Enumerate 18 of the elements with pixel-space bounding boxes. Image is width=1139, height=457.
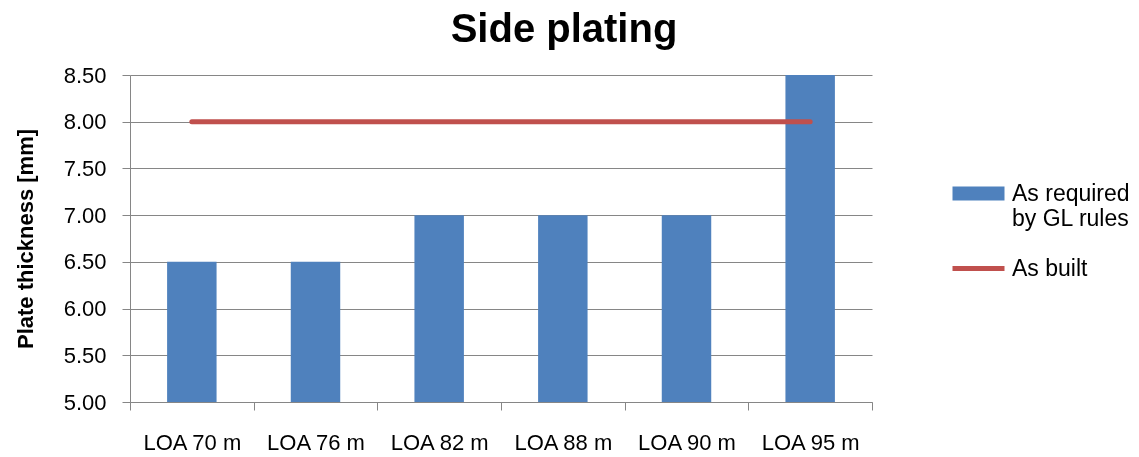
x-tick-label: LOA 76 m xyxy=(267,429,365,455)
y-tick-label: 7.50 xyxy=(63,155,107,181)
x-tick-label: LOA 90 m xyxy=(638,429,736,455)
x-tick-label: LOA 70 m xyxy=(143,429,242,455)
chart-title: Side plating xyxy=(450,6,678,50)
y-tick-label: 8.50 xyxy=(63,62,107,88)
y-tick-label: 6.50 xyxy=(63,249,107,275)
legend-label: As built xyxy=(1012,254,1089,281)
legend-label: As required by GL rules xyxy=(1012,179,1130,231)
x-tick-label: LOA 88 m xyxy=(514,429,613,455)
y-tick-label: 6.00 xyxy=(63,296,107,322)
x-tick-label: LOA 95 m xyxy=(761,429,860,455)
x-tick-label: LOA 82 m xyxy=(390,429,489,455)
y-tick-label: 5.50 xyxy=(63,342,107,368)
y-tick-label: 7.00 xyxy=(63,202,107,228)
y-tick-label: 5.00 xyxy=(63,389,107,415)
y-tick-label: 8.00 xyxy=(63,109,107,135)
y-axis-title: Plate thickness [mm] xyxy=(12,128,38,350)
